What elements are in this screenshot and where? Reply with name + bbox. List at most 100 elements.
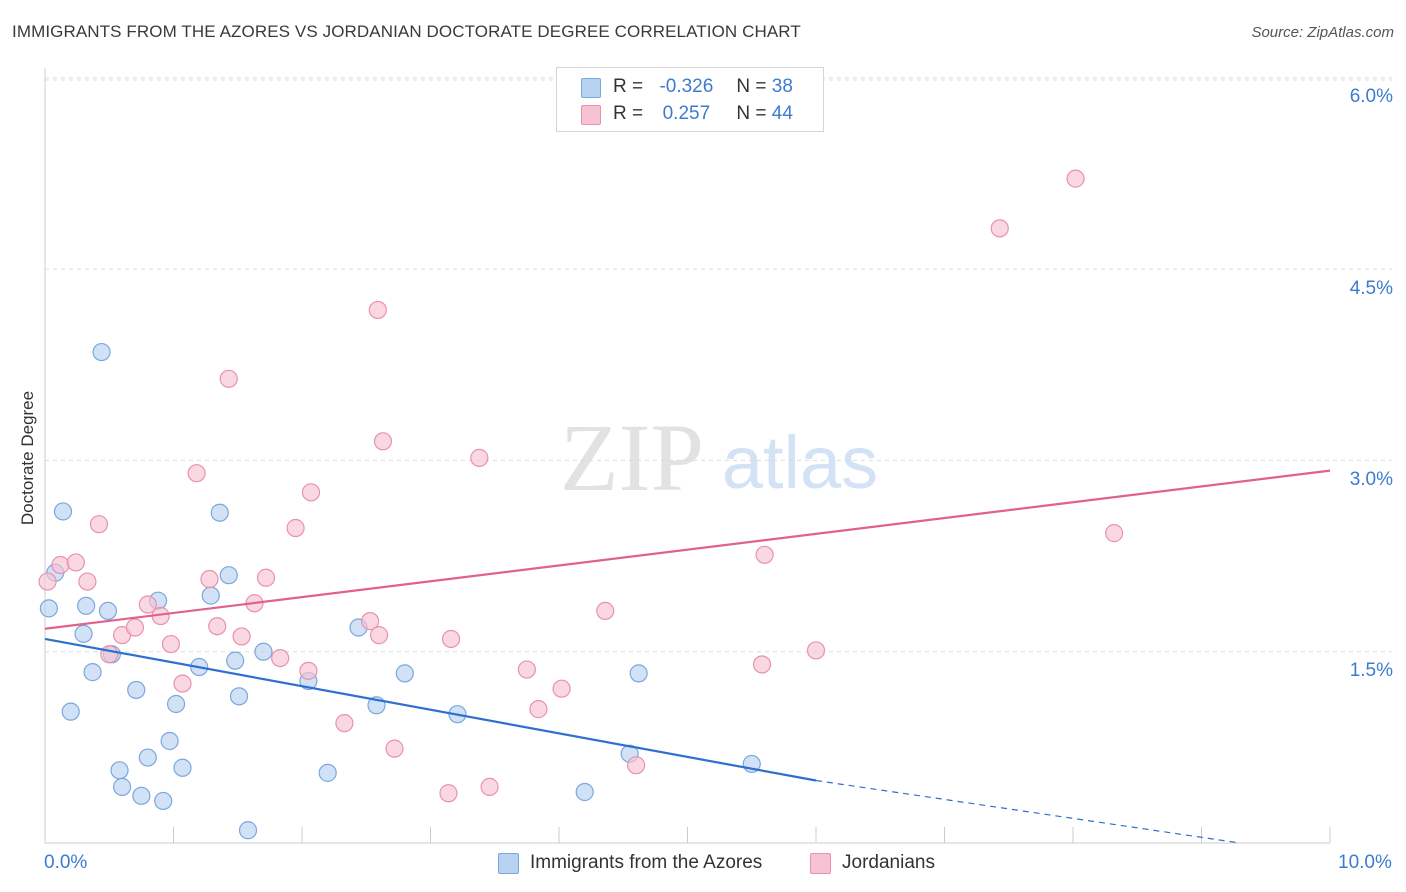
jordanian-point [173,674,192,693]
jordanian-point [232,627,251,646]
jordanian-point [752,655,772,674]
jordanian-point [480,777,499,796]
azores-point [254,642,273,661]
azores-point [83,663,102,682]
jordanian-point [100,645,119,664]
watermark-atlas: atlas [722,421,878,504]
source-label: Source: ZipAtlas.com [1251,24,1394,41]
jordanian-point [385,739,404,758]
jordanian-point [299,661,318,680]
legend-n-label: N = [736,76,772,97]
jordanian-point [552,679,571,698]
watermark: ZIP atlas [560,404,878,511]
azores-point [629,664,648,683]
jordanian-point [200,569,219,589]
y-tick-label-6: 6.0% [1349,86,1393,107]
legend-r-label: R = [613,103,649,124]
jordanian-point [1066,169,1085,188]
legend-swatch-blue [581,78,601,98]
jordanian-point [208,617,227,636]
azores-point [98,601,118,621]
azores-point [39,599,58,618]
azores-point [112,777,132,796]
legend-r-value: -0.326 [659,76,714,97]
trend-line-azores-extension [815,779,1241,844]
legend-label-jordanians: Jordanians [842,852,935,873]
jordanian-point [517,660,536,679]
azores-point [127,680,146,700]
azores-point [201,586,220,605]
jordanian-point [368,300,387,320]
gridlines [45,77,1392,653]
jordanian-point [806,641,826,660]
azores-point [238,821,258,840]
legend-n-label: N = [736,103,772,124]
azores-point [229,687,249,706]
y-tick-label-3: 3.0% [1349,469,1393,490]
azores-point [74,624,93,643]
correlation-legend: R = -0.326 N = 38 R = 0.257 N = 44 [556,67,824,132]
jordanian-point [990,219,1009,238]
legend-r-value: 0.257 [662,103,711,124]
jordanian-point [755,545,774,564]
legend-label-azores: Immigrants from the Azores [530,852,763,873]
x-tick-label-min: 0.0% [44,852,88,873]
azores-point [160,731,179,751]
trend-lines [44,469,1331,844]
series-azores-points [39,342,761,840]
legend-r-label: R = [613,76,649,97]
jordanian-point [286,518,305,538]
jordanian-point [370,626,389,645]
legend-swatch-pink [810,853,831,874]
azores-point [210,503,229,522]
jordanian-point [271,648,290,668]
azores-point [166,694,186,714]
jordanian-point [626,756,646,775]
x-tick-label-max: 10.0% [1338,852,1392,873]
jordanian-point [219,369,238,388]
jordanian-point [441,629,461,649]
legend-n-value: 38 [771,76,793,97]
chart-title: IMMIGRANTS FROM THE AZORES VS JORDANIAN … [12,22,801,41]
jordanian-point [161,634,181,654]
jordanian-point [373,432,393,451]
azores-point [395,664,414,683]
y-tick-label-1-5: 1.5% [1349,660,1393,681]
azores-point [53,502,73,521]
azores-point [110,761,129,780]
azores-point [226,651,245,670]
legend-swatch-blue [498,853,519,874]
jordanian-point [335,714,354,733]
azores-point [154,791,173,811]
trend-line-azores [44,637,817,782]
azores-point [132,786,151,805]
jordanian-point [439,784,458,803]
jordanian-point [187,464,206,483]
jordanian-point [301,483,321,502]
azores-point [318,763,337,782]
jordanian-point [596,601,615,621]
y-tick-label-4-5: 4.5% [1349,278,1393,299]
jordanian-point [138,595,157,614]
azores-point [92,342,111,362]
jordanian-point [78,572,97,591]
azores-point [575,782,594,802]
azores-point [77,596,96,615]
legend-n-value: 44 [771,103,793,124]
trend-line-jordanians [44,469,1331,630]
axes [44,68,1331,844]
jordanian-point [361,612,380,631]
series-jordanians-points [38,169,1124,803]
jordanian-point [256,568,276,587]
azores-point [219,566,238,585]
jordanian-point [38,572,57,591]
azores-point [61,702,80,721]
azores-point [173,758,192,777]
jordanian-point [470,448,489,467]
jordanian-point [1105,524,1124,543]
jordanian-point [89,515,109,534]
legend-swatch-pink [581,105,601,125]
azores-point [138,748,157,767]
watermark-zip: ZIP [560,404,704,511]
